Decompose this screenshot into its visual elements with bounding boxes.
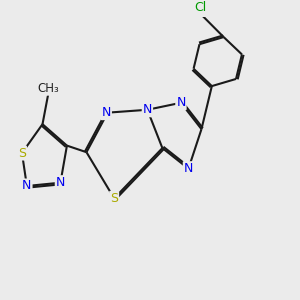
Text: CH₃: CH₃	[38, 82, 59, 95]
Text: N: N	[184, 162, 193, 175]
Text: N: N	[22, 179, 32, 193]
Text: S: S	[18, 146, 26, 160]
Text: N: N	[143, 103, 152, 116]
Text: N: N	[102, 106, 111, 119]
Text: N: N	[176, 96, 186, 109]
Text: S: S	[110, 192, 118, 205]
Text: N: N	[56, 176, 65, 189]
Text: Cl: Cl	[194, 1, 207, 14]
